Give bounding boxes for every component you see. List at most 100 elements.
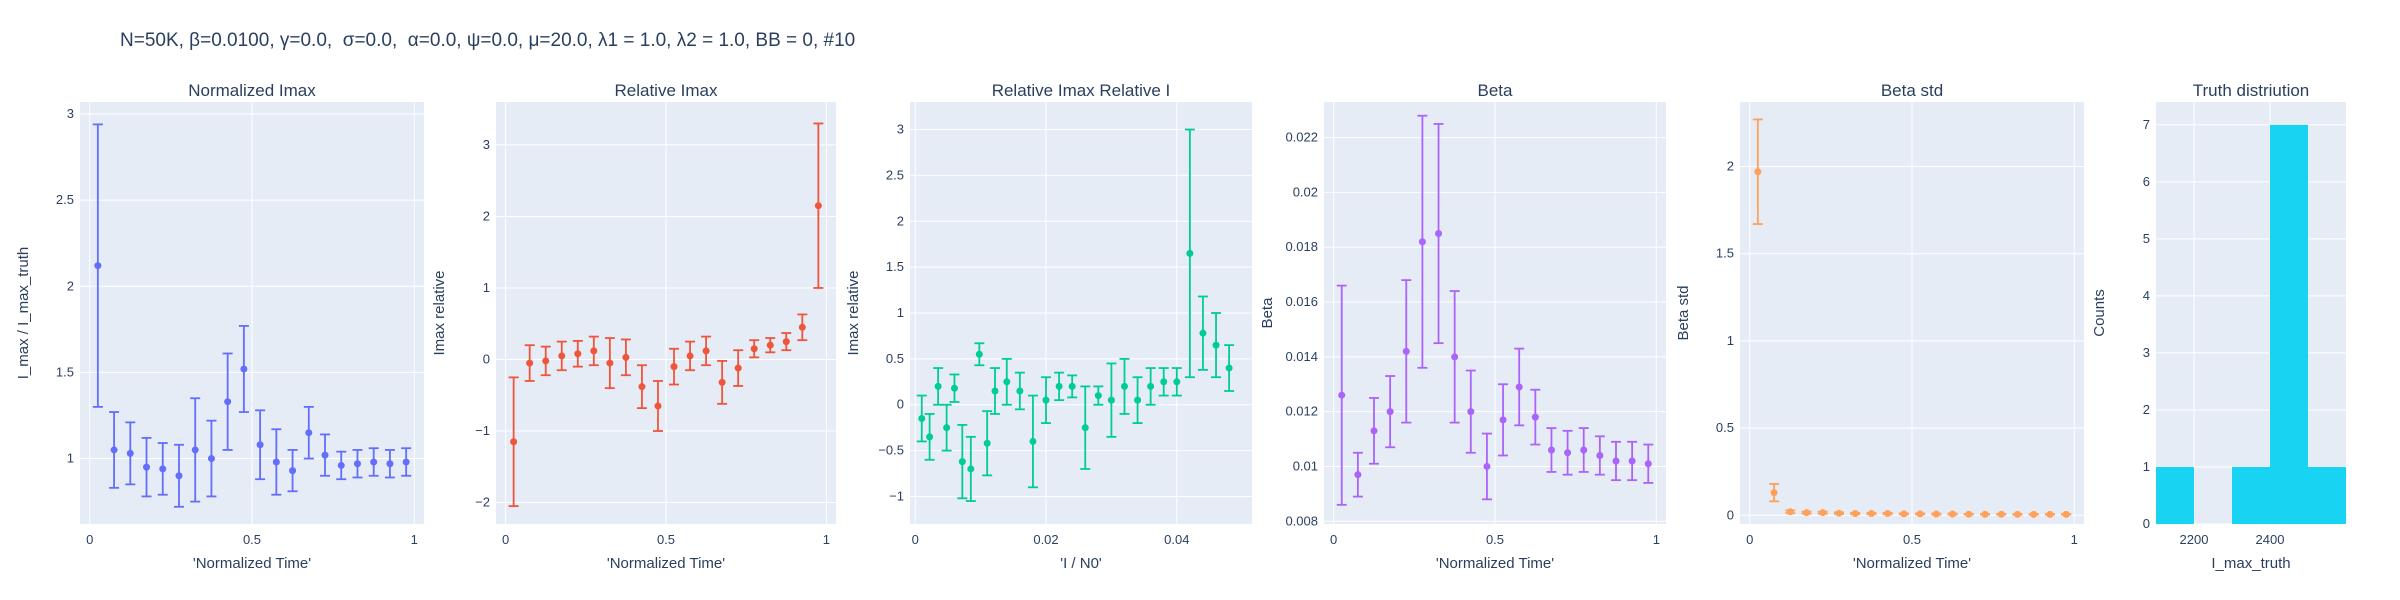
data-point <box>1418 238 1426 246</box>
data-point <box>1147 382 1155 390</box>
y-tick-label: 6 <box>2143 174 2150 189</box>
y-tick-label: 3 <box>483 137 490 152</box>
data-point <box>1402 347 1410 355</box>
data-point <box>1081 424 1089 432</box>
x-axis-title: I_max_truth <box>2211 555 2290 572</box>
y-axis-title: I_max / I_max_truth <box>15 247 32 380</box>
y-tick-label: −0.5 <box>878 443 904 458</box>
panel-6: 2200 2400 0 1 2 3 4 5 6 7 Truth distriution I_max_t… <box>2091 81 2346 572</box>
data-point <box>402 458 410 466</box>
y-tick-label: 0.02 <box>1293 184 1318 199</box>
y-tick-label: 1 <box>897 305 904 320</box>
x-tick-label: 0.5 <box>1903 532 1921 547</box>
x-tick-label: 1 <box>823 532 830 547</box>
data-point <box>814 202 822 210</box>
data-point <box>686 352 694 360</box>
data-point <box>224 398 232 406</box>
data-point <box>975 350 983 358</box>
data-point <box>1186 249 1194 257</box>
y-tick-label: 1.5 <box>1716 246 1734 261</box>
data-point <box>991 387 999 395</box>
data-point <box>1042 396 1050 404</box>
y-axis-title: Counts <box>2091 289 2108 337</box>
y-tick-label: 2 <box>67 278 74 293</box>
data-point <box>967 465 975 473</box>
data-point <box>670 363 678 371</box>
y-tick-label: 1 <box>67 451 74 466</box>
y-tick-label: 5 <box>2143 231 2150 246</box>
x-tick-label: 0 <box>86 532 93 547</box>
data-point <box>1016 387 1024 395</box>
data-point <box>718 378 726 386</box>
data-point <box>1932 510 1940 518</box>
data-point <box>143 463 151 471</box>
data-point <box>1483 462 1491 470</box>
data-point <box>622 353 630 361</box>
data-point <box>1055 382 1063 390</box>
panel-title: Beta std <box>1881 81 1943 100</box>
data-point <box>1160 378 1168 386</box>
data-point <box>386 460 394 468</box>
x-tick-label: 0 <box>1746 532 1753 547</box>
y-tick-label: 0.014 <box>1285 349 1318 364</box>
data-point <box>175 472 183 480</box>
data-point <box>638 383 646 391</box>
x-tick-label: 0 <box>912 532 919 547</box>
data-point <box>289 467 297 475</box>
y-tick-label: 0.008 <box>1285 513 1318 528</box>
data-point <box>702 347 710 355</box>
y-tick-label: 3 <box>67 106 74 121</box>
panel-5: 0 0.5 1 0 0.5 1 1.5 2 Beta std 'Normalized Time' B… <box>1675 81 2084 572</box>
x-tick-label: 1 <box>2071 532 2078 547</box>
data-point <box>983 439 991 447</box>
x-tick-label: 0.5 <box>1486 532 1504 547</box>
data-point <box>337 461 345 469</box>
x-axis-title: 'Normalized Time' <box>1436 555 1554 572</box>
x-axis-title: 'Normalized Time' <box>1853 555 1971 572</box>
y-tick-label: 1 <box>483 280 490 295</box>
data-point <box>1884 510 1892 518</box>
data-point <box>606 359 614 367</box>
y-tick-label: 1.5 <box>886 259 904 274</box>
y-tick-label: 0 <box>897 397 904 412</box>
data-point <box>1851 510 1859 518</box>
x-axis-title: 'Normalized Time' <box>193 555 311 572</box>
data-point <box>1199 329 1207 337</box>
data-point <box>1451 353 1459 361</box>
x-tick-label: 0.04 <box>1164 532 1189 547</box>
data-point <box>734 364 742 372</box>
y-axis-title: Beta <box>1259 297 1276 329</box>
data-point <box>1515 383 1523 391</box>
y-axis-title: Beta std <box>1675 285 1692 340</box>
x-axis-title: 'Normalized Time' <box>607 555 725 572</box>
data-point <box>2046 510 2054 518</box>
data-point <box>370 458 378 466</box>
y-tick-label: 1 <box>2143 459 2150 474</box>
histogram-bar <box>2232 466 2270 524</box>
y-tick-label: 0.01 <box>1293 458 1318 473</box>
data-point <box>950 384 958 392</box>
data-point <box>1173 378 1181 386</box>
x-tick-label: 0.5 <box>243 532 261 547</box>
histogram-bar <box>2270 124 2308 524</box>
panel-title: Beta <box>1478 81 1514 100</box>
data-point <box>1965 510 1973 518</box>
data-point <box>1612 457 1620 465</box>
x-axis-title: 'I / N0' <box>1060 555 1102 572</box>
data-point <box>542 357 550 365</box>
y-tick-label: 0 <box>483 351 490 366</box>
data-point <box>1819 509 1827 517</box>
data-point <box>1835 509 1843 517</box>
data-point <box>1003 378 1011 386</box>
x-tick-label: 1 <box>411 532 418 547</box>
panel-4: 0 0.5 1 0.008 0.01 0.012 0.014 0.016 0.018 0.02 0.… <box>1259 81 1666 572</box>
data-point <box>94 262 102 270</box>
data-point <box>1531 413 1539 421</box>
data-point <box>256 441 264 449</box>
data-point <box>305 429 313 437</box>
data-point <box>1754 168 1762 176</box>
y-tick-label: 7 <box>2143 117 2150 132</box>
data-point <box>574 350 582 358</box>
y-tick-label: 2.5 <box>886 167 904 182</box>
x-tick-label: 0.5 <box>657 532 675 547</box>
